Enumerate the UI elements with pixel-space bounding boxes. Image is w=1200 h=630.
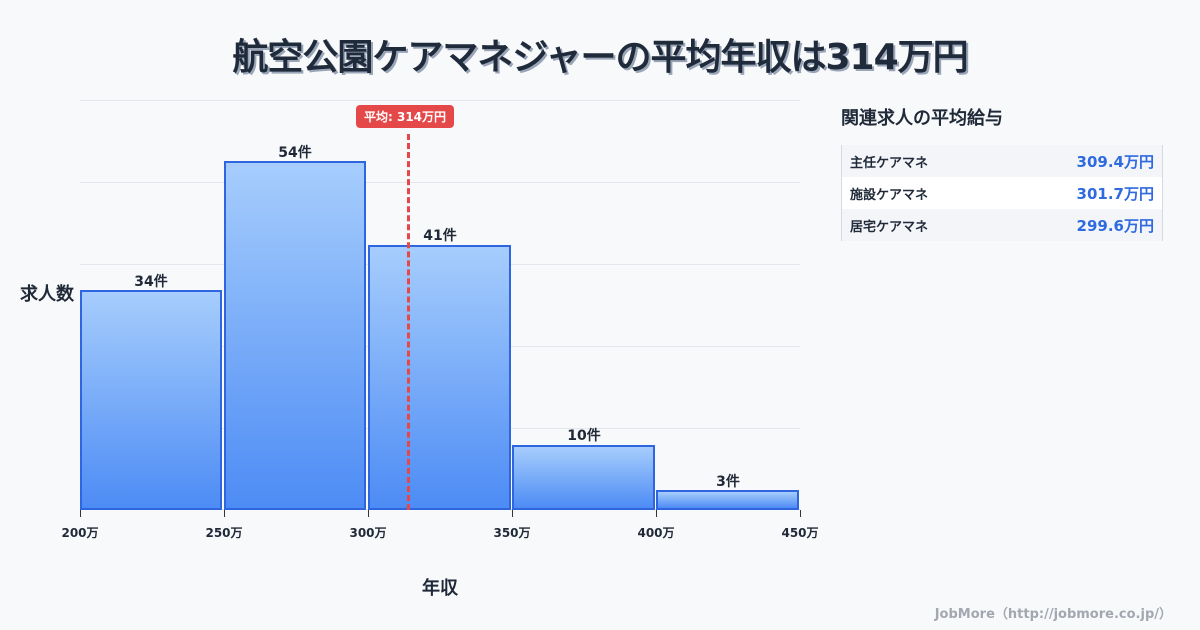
- x-tick-label: 400万: [637, 526, 675, 540]
- bar-value-label: 10件: [567, 428, 601, 444]
- salary-value: 299.6万円: [1076, 216, 1154, 235]
- histogram-bar[interactable]: [512, 445, 655, 510]
- plot-area: 34件 54件 41件 10件 3件: [80, 100, 800, 510]
- bar-value-label: 54件: [278, 145, 312, 161]
- x-tick: [800, 510, 801, 517]
- histogram-bar[interactable]: [224, 161, 366, 510]
- x-tick: [656, 510, 657, 517]
- related-salary-title: 関連求人の平均給与: [841, 108, 1003, 129]
- x-tick-label: 350万: [493, 526, 531, 540]
- bar-value-label: 3件: [716, 474, 740, 490]
- bar-value-label: 34件: [134, 274, 168, 290]
- histogram-bar[interactable]: [656, 490, 799, 510]
- x-axis-label: 年収: [422, 578, 458, 599]
- salary-value: 309.4万円: [1076, 152, 1154, 171]
- job-name: 居宅ケアマネ: [850, 219, 929, 235]
- source-credit: JobMore（http://jobmore.co.jp/）: [934, 607, 1172, 622]
- x-tick-label: 250万: [205, 526, 243, 540]
- related-salary-row: 施設ケアマネ 301.7万円: [842, 177, 1162, 209]
- mean-badge: 平均: 314万円: [356, 105, 455, 128]
- job-name: 主任ケアマネ: [850, 155, 929, 171]
- x-tick: [368, 510, 369, 517]
- salary-value: 301.7万円: [1076, 184, 1154, 203]
- gridline: [80, 182, 800, 183]
- histogram-bar[interactable]: [368, 245, 511, 510]
- histogram-bar[interactable]: [80, 290, 222, 510]
- related-salary-table: 主任ケアマネ 309.4万円 施設ケアマネ 301.7万円 居宅ケアマネ 299…: [841, 145, 1163, 241]
- chart-title: 航空公園ケアマネジャーの平均年収は314万円: [232, 37, 968, 78]
- related-salary-row: 居宅ケアマネ 299.6万円: [842, 209, 1162, 241]
- x-tick: [80, 510, 81, 517]
- bar-value-label: 41件: [423, 228, 457, 244]
- mean-line: [407, 134, 410, 510]
- x-tick-label: 200万: [61, 526, 99, 540]
- job-name: 施設ケアマネ: [850, 187, 929, 203]
- related-salary-row: 主任ケアマネ 309.4万円: [842, 145, 1162, 177]
- x-tick-label: 300万: [349, 526, 387, 540]
- y-axis-label: 求人数: [20, 284, 74, 305]
- x-tick: [224, 510, 225, 517]
- x-tick: [512, 510, 513, 517]
- x-tick-label: 450万: [781, 526, 819, 540]
- gridline: [80, 100, 800, 101]
